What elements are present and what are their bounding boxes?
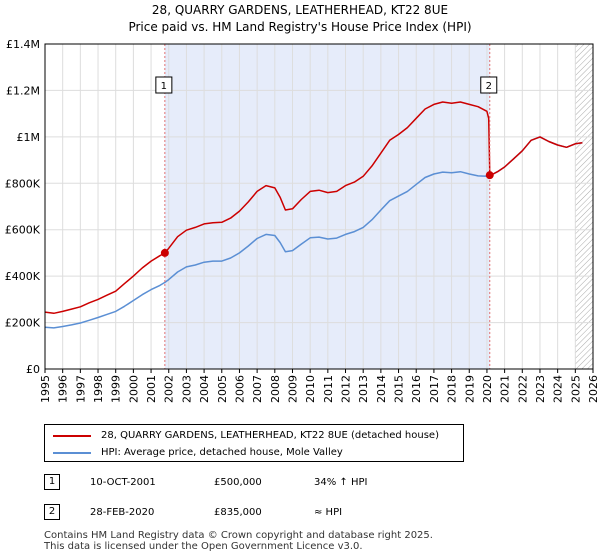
x-tick-label: 2006 xyxy=(233,375,246,403)
sale-point xyxy=(485,171,494,180)
transaction-hpi: 34% ↑ HPI xyxy=(314,477,368,488)
x-tick-label: 2013 xyxy=(357,375,370,403)
shaded-ownership-region xyxy=(164,44,490,369)
sale-point xyxy=(160,248,169,257)
x-tick-label: 2003 xyxy=(180,375,193,403)
transaction-label-box xyxy=(155,76,173,94)
price-chart: 28, QUARRY GARDENS, LEATHERHEAD, KT22 8U… xyxy=(5,3,600,403)
transaction-date: 28-FEB-2020 xyxy=(90,507,155,518)
plot-frame xyxy=(44,43,594,370)
y-tick-label: £1.2M xyxy=(6,84,40,97)
x-tick-label: 1998 xyxy=(92,375,105,403)
x-tick-label: 2001 xyxy=(145,375,158,403)
y-tick-label: £0 xyxy=(26,363,40,376)
x-tick-label: 2017 xyxy=(428,375,441,403)
x-tick-label: 1997 xyxy=(74,375,87,403)
x-tick-label: 2015 xyxy=(393,375,406,403)
x-tick-label: 2018 xyxy=(446,375,459,403)
x-tick-label: 2011 xyxy=(322,375,335,403)
y-tick-label: £1M xyxy=(17,131,41,144)
transaction-label: 2 xyxy=(486,81,492,92)
footer-attribution: Contains HM Land Registry data © Crown c… xyxy=(44,530,433,552)
x-tick-label: 2014 xyxy=(375,375,388,403)
legend-swatch-hpi xyxy=(53,452,91,454)
y-tick-label: £400K xyxy=(5,270,41,283)
legend-swatch-property xyxy=(53,435,91,437)
x-tick-label: 2008 xyxy=(269,375,282,403)
x-tick-label: 2016 xyxy=(410,375,423,403)
x-tick-label: 2007 xyxy=(251,375,264,403)
y-tick-label: £800K xyxy=(5,177,41,190)
x-tick-label: 2004 xyxy=(198,375,211,403)
x-tick-label: 2010 xyxy=(304,375,317,403)
x-tick-label: 1996 xyxy=(57,375,70,403)
transaction-badge: 2 xyxy=(44,504,60,520)
x-tick-label: 2012 xyxy=(340,375,353,403)
legend-label-property: 28, QUARRY GARDENS, LEATHERHEAD, KT22 8U… xyxy=(101,430,439,441)
y-tick-label: £600K xyxy=(5,224,41,237)
x-tick-label: 2025 xyxy=(569,375,582,403)
transaction-price: £500,000 xyxy=(214,477,262,488)
transaction-hpi: ≈ HPI xyxy=(314,507,343,518)
x-tick-label: 2005 xyxy=(216,375,229,403)
x-tick-label: 2009 xyxy=(286,375,299,403)
chart-legend: 28, QUARRY GARDENS, LEATHERHEAD, KT22 8U… xyxy=(44,424,464,462)
x-tick-label: 2026 xyxy=(587,375,600,403)
footer-line-2: This data is licensed under the Open Gov… xyxy=(44,541,363,552)
transaction-label: 1 xyxy=(161,81,167,92)
transaction-row: 1 10-OCT-2001 £500,000 34% ↑ HPI xyxy=(44,473,564,493)
x-tick-label: 1995 xyxy=(39,375,52,403)
transaction-date: 10-OCT-2001 xyxy=(90,477,156,488)
x-tick-label: 2002 xyxy=(163,375,176,403)
y-tick-label: £1.4M xyxy=(6,38,40,51)
x-tick-label: 2020 xyxy=(481,375,494,403)
y-tick-label: £200K xyxy=(5,317,41,330)
legend-label-hpi: HPI: Average price, detached house, Mole… xyxy=(101,447,343,458)
x-tick-label: 2021 xyxy=(499,375,512,403)
x-tick-label: 2022 xyxy=(516,375,529,403)
chart-subtitle: Price paid vs. HM Land Registry's House … xyxy=(128,20,471,34)
x-tick-label: 2019 xyxy=(463,375,476,403)
x-tick-label: 2023 xyxy=(534,375,547,403)
x-tick-label: 2024 xyxy=(552,375,565,403)
footer-line-1: Contains HM Land Registry data © Crown c… xyxy=(44,530,433,541)
x-tick-label: 1999 xyxy=(110,375,123,403)
transaction-row: 2 28-FEB-2020 £835,000 ≈ HPI xyxy=(44,503,564,523)
x-tick-label: 2000 xyxy=(127,375,140,403)
hatched-future-region xyxy=(575,44,593,369)
chart-title: 28, QUARRY GARDENS, LEATHERHEAD, KT22 8U… xyxy=(152,3,448,17)
transaction-label-box xyxy=(480,76,498,94)
transaction-price: £835,000 xyxy=(214,507,262,518)
transaction-badge: 1 xyxy=(44,474,60,490)
